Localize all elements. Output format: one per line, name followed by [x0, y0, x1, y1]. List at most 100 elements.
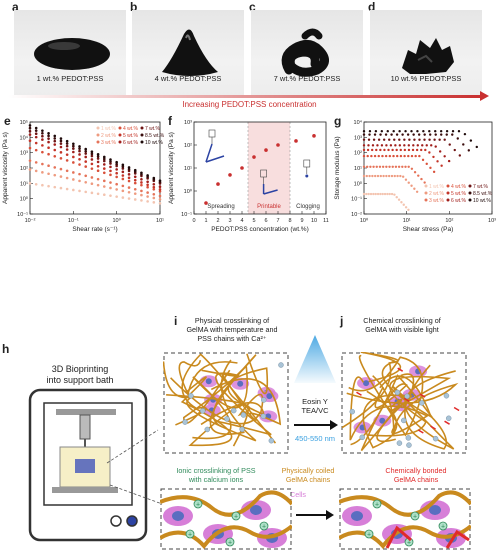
data-point — [404, 178, 408, 181]
data-point — [440, 133, 443, 136]
legend-label: 6 wt.% — [123, 140, 139, 146]
data-point — [127, 190, 131, 194]
data-point — [392, 130, 395, 133]
data-point — [59, 175, 63, 178]
region-band — [194, 122, 248, 214]
data-point — [84, 165, 88, 168]
data-point — [399, 174, 402, 178]
data-point — [385, 144, 388, 147]
data-point — [41, 183, 44, 187]
data-point — [434, 133, 437, 136]
x-axis-label: Shear stress (Pa) — [403, 226, 454, 233]
data-point — [59, 142, 63, 145]
photo-pedot-1 — [14, 10, 126, 96]
data-point — [379, 133, 382, 136]
data-point — [84, 149, 88, 153]
chemical-bond-icon — [417, 429, 424, 434]
data-point — [381, 165, 385, 168]
data-point — [109, 160, 112, 163]
data-point — [380, 144, 384, 147]
printer-title-line2: into support bath — [46, 375, 114, 386]
data-point — [395, 195, 398, 199]
caption-c: 7 wt.% PEDOT:PSS — [273, 74, 341, 83]
data-point — [109, 165, 112, 169]
data-point — [379, 192, 382, 196]
clump-10-icon — [402, 38, 454, 74]
data-point — [240, 166, 244, 170]
data-point — [469, 139, 473, 142]
data-point — [366, 148, 370, 152]
x-tick-label: 8 — [288, 218, 291, 224]
data-point — [53, 173, 57, 177]
data-point — [72, 178, 75, 181]
x-tick-label: 3 — [228, 218, 231, 224]
chart-g: 10⁰ 10¹ 10² 10³ 10⁻² 10⁻¹ 10⁰ 10¹ 10² 10³ 10⁴ Shear… — [334, 119, 496, 233]
data-point — [115, 168, 118, 171]
gelma-chain-icon — [210, 374, 282, 426]
data-point — [133, 175, 137, 179]
data-point — [109, 186, 112, 190]
data-point — [53, 148, 57, 152]
x-tick-label: 11 — [323, 218, 329, 224]
cells-annotation: Cells — [290, 490, 306, 499]
legend-label: 6 wt.% — [451, 198, 467, 204]
reagent-tea: TEA/VC — [301, 406, 329, 416]
data-point — [458, 154, 462, 157]
data-point — [380, 130, 384, 133]
pss-cluster-icon — [260, 413, 267, 420]
calcium-ion-icon — [185, 529, 195, 539]
data-point — [428, 133, 432, 136]
data-point — [96, 177, 100, 181]
y-tick-label: 10² — [184, 143, 192, 149]
pss-cluster-icon — [419, 400, 425, 406]
data-point — [373, 154, 377, 158]
data-point — [146, 200, 149, 203]
y-axis-label: Storage modulus (Pa) — [334, 136, 341, 199]
data-point — [152, 196, 156, 200]
data-point — [404, 130, 407, 133]
data-point — [423, 133, 426, 136]
data-point — [34, 182, 38, 186]
data-point — [420, 148, 423, 152]
pss-cluster-icon — [268, 437, 275, 444]
x-tick-label: 4 — [240, 218, 243, 224]
data-point — [127, 179, 131, 183]
data-point — [413, 138, 416, 141]
y-tick-label: 10¹ — [184, 166, 192, 172]
data-point — [102, 171, 106, 175]
legend-marker — [140, 140, 144, 144]
data-point — [41, 162, 44, 166]
region-label: Spreading — [207, 204, 234, 210]
data-point — [447, 159, 451, 163]
legend-marker — [468, 184, 472, 188]
panel-i-line2: GelMA with temperature and — [186, 325, 278, 334]
legend-marker — [446, 198, 450, 202]
y-tick-label: 10³ — [20, 151, 28, 157]
y-axis-label: Apparent viscosity (Pa s) — [168, 132, 175, 204]
data-point — [388, 138, 391, 141]
data-point — [375, 165, 378, 168]
data-point — [412, 144, 415, 147]
chemical-bond-icon — [430, 425, 436, 430]
data-point — [381, 154, 384, 158]
photo-pedot-4 — [132, 10, 244, 96]
x-tick-label: 7 — [276, 218, 279, 224]
x-tick-label: 10⁻¹ — [68, 218, 79, 224]
data-point — [228, 173, 232, 177]
legend-marker — [96, 133, 100, 137]
legend-marker — [468, 198, 472, 202]
data-point — [34, 126, 38, 130]
pss-cluster-icon — [261, 397, 267, 403]
legend-marker — [118, 133, 122, 137]
calcium-plus-icon: + — [228, 540, 232, 547]
gelma-chain-icon — [368, 375, 452, 437]
data-point — [78, 153, 81, 156]
panel-label-b: b — [130, 0, 138, 14]
data-point — [158, 188, 162, 191]
data-point — [376, 174, 380, 178]
data-point — [127, 166, 131, 169]
panel-label-f: f — [168, 114, 172, 128]
data-point — [140, 177, 143, 181]
bonded-line1: Chemically bonded — [385, 466, 447, 475]
data-point — [65, 187, 69, 191]
